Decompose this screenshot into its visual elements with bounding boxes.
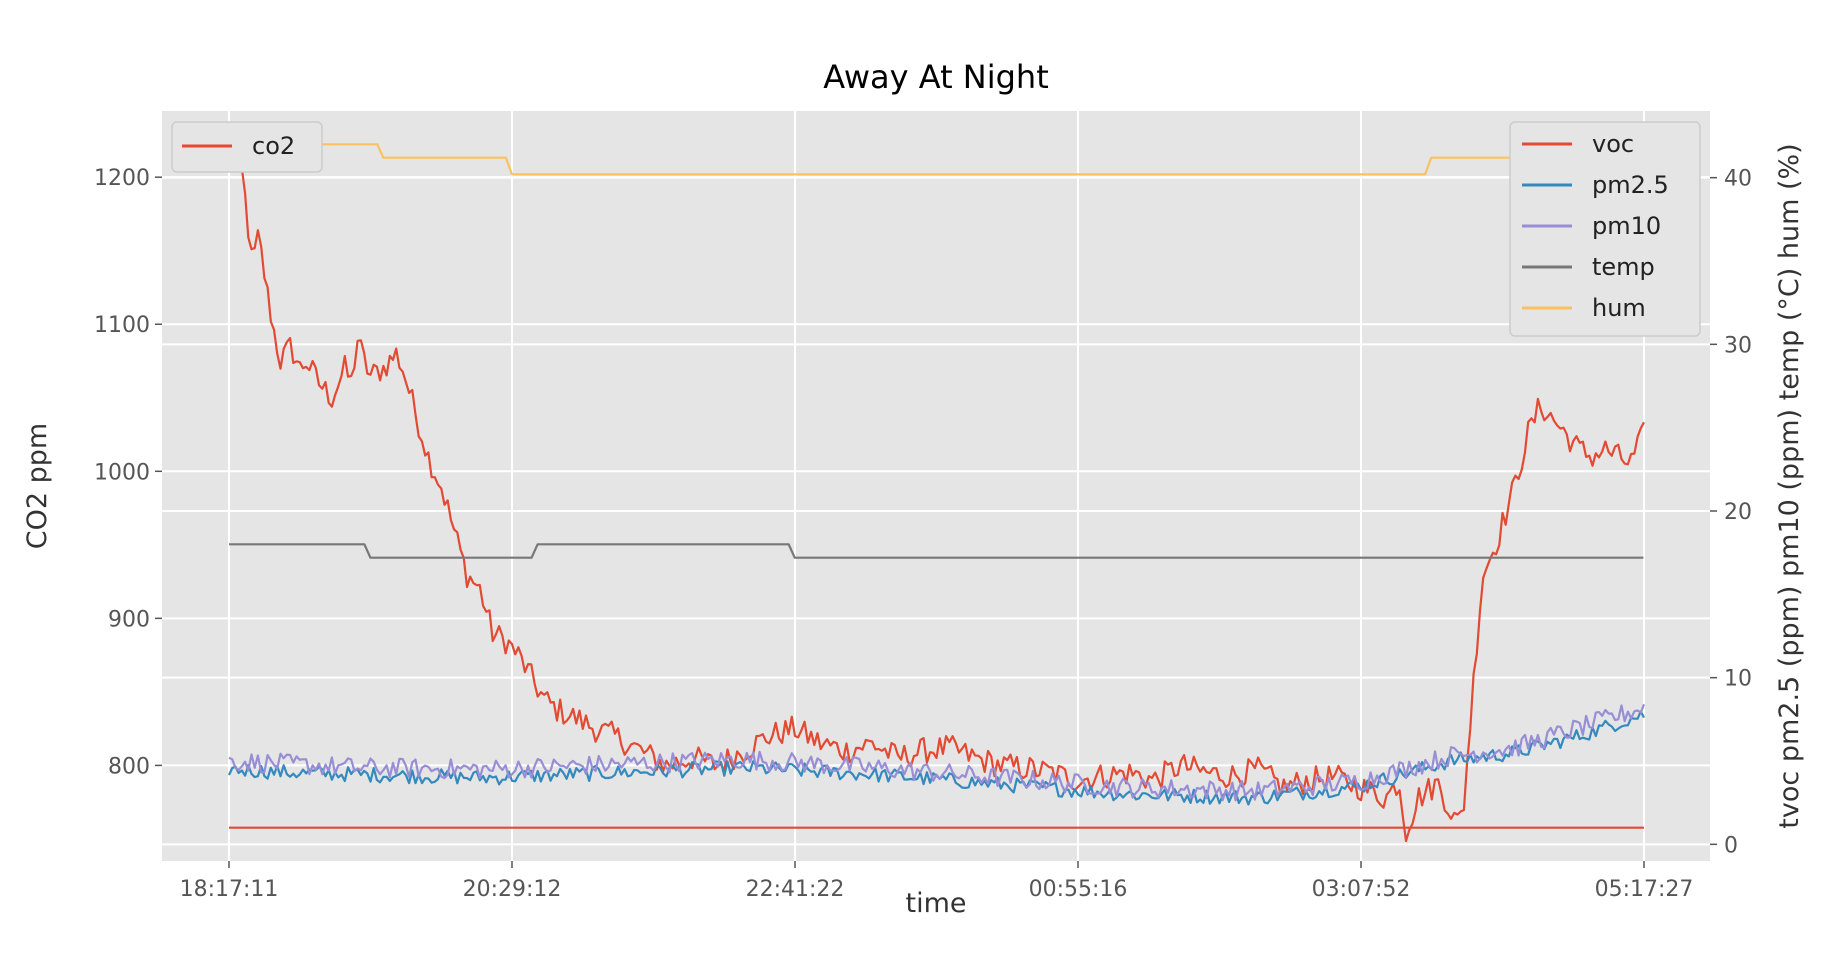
y-right-tick-label: 20 <box>1724 500 1752 525</box>
x-tick-label: 18:17:11 <box>180 877 279 902</box>
legend-left: co2 <box>171 121 323 173</box>
legend-label-co2: co2 <box>252 132 295 160</box>
legend-label-pm25: pm2.5 <box>1592 171 1669 199</box>
y-right-tick-label: 30 <box>1724 333 1752 358</box>
y-left-tick-label: 800 <box>108 754 150 779</box>
y-right-tick-label: 0 <box>1724 833 1738 858</box>
series-line-co2 <box>227 128 1645 843</box>
x-tick-label: 05:17:27 <box>1595 877 1694 902</box>
x-axis-label: time <box>905 888 966 919</box>
x-tick-label: 03:07:52 <box>1312 877 1411 902</box>
y-left-tick-label: 1200 <box>94 166 150 191</box>
y-right-tick-label: 40 <box>1724 167 1752 192</box>
series-line-temp <box>229 543 1644 559</box>
y-left-tick-label: 1000 <box>94 460 150 485</box>
x-tick-label: 20:29:12 <box>463 877 562 902</box>
legend-label-hum: hum <box>1592 294 1646 322</box>
legend-right: voc pm2.5 pm10 temp hum <box>1509 121 1701 337</box>
y-left-tick-label: 1100 <box>94 313 150 338</box>
series-line-pm10 <box>228 703 1646 802</box>
series-layer <box>227 128 1646 843</box>
y-right-tick-label: 10 <box>1724 667 1752 692</box>
y-left-tick-label: 900 <box>108 607 150 632</box>
chart-title: Away At Night <box>823 58 1049 96</box>
y-axis-label-right: tvoc pm2.5 (ppm) pm10 (ppm) temp (°C) hu… <box>1774 143 1805 828</box>
legend-label-voc: voc <box>1592 130 1634 158</box>
ticks-layer: 18:17:11 20:29:12 22:41:22 00:55:16 03:07:52… <box>94 166 1752 902</box>
legend-label-temp: temp <box>1592 253 1655 281</box>
plot-background <box>162 111 1710 861</box>
y-axis-label-left: CO2 ppm <box>22 423 53 549</box>
x-tick-label: 00:55:16 <box>1029 877 1128 902</box>
x-tick-label: 22:41:22 <box>746 877 845 902</box>
legend-label-pm10: pm10 <box>1592 212 1661 240</box>
